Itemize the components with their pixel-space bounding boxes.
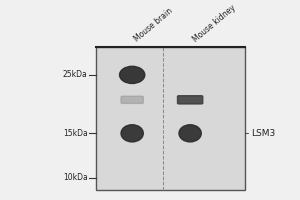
Ellipse shape [179, 125, 201, 142]
Text: Mouse kidney: Mouse kidney [192, 3, 238, 44]
Ellipse shape [119, 66, 145, 83]
FancyBboxPatch shape [178, 96, 203, 104]
Text: LSM3: LSM3 [251, 129, 275, 138]
Text: Mouse brain: Mouse brain [132, 7, 174, 44]
Ellipse shape [121, 125, 143, 142]
Text: 25kDa: 25kDa [63, 70, 88, 79]
FancyBboxPatch shape [97, 47, 245, 190]
FancyBboxPatch shape [121, 96, 143, 103]
Text: 10kDa: 10kDa [63, 173, 88, 182]
Text: 15kDa: 15kDa [63, 129, 88, 138]
